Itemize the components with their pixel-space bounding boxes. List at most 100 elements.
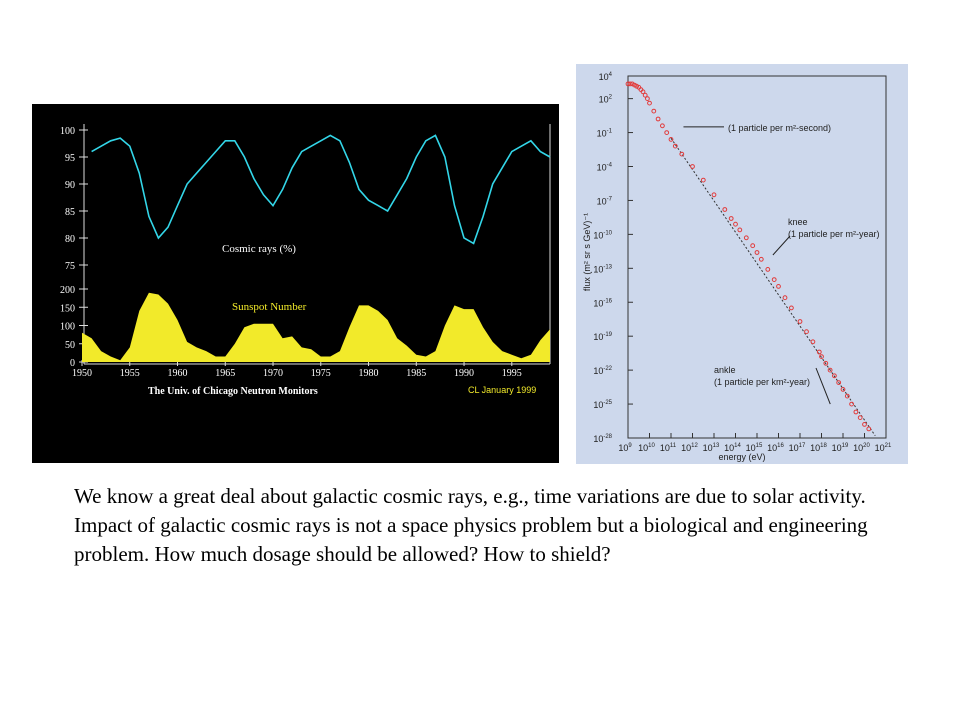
- cosmic-tick-label: 80: [65, 234, 75, 245]
- flux-data-point: [765, 267, 771, 272]
- flux-data-point: [849, 401, 855, 407]
- energy-tick-label: 1019: [832, 443, 849, 453]
- flux-data-point: [645, 96, 650, 101]
- flux-data-point: [660, 123, 665, 129]
- energy-tick-label: 1016: [767, 443, 784, 453]
- flux-data-point: [754, 250, 760, 255]
- flux-tick-label: 10-28: [593, 434, 612, 444]
- flux-data-point: [750, 243, 756, 249]
- cosmic-rays-label: Cosmic rays (%): [222, 243, 296, 255]
- flux-data-point: [789, 305, 794, 311]
- annotation-one-per-m2-second: (1 particle per m²-second): [728, 123, 831, 133]
- energy-tick-label: 1014: [724, 443, 741, 453]
- year-tick-label: 1975: [311, 368, 331, 379]
- flux-tick-label: 10-16: [593, 298, 612, 308]
- year-tick-label: 1965: [215, 368, 235, 379]
- flux-data-point: [866, 426, 872, 432]
- flux-data-point: [690, 164, 695, 169]
- sunspot-tick-label: 150: [60, 303, 75, 314]
- flux-data-point: [804, 329, 809, 335]
- x-axis-label: energy (eV): [718, 452, 765, 462]
- cosmic-ray-spectrum-chart: 109 1010 1011 1012 1013 1014 1015 1016 1017 1018 1…: [576, 64, 908, 464]
- flux-data-point: [832, 373, 837, 379]
- energy-tick-label: 1011: [660, 443, 677, 453]
- sunspot-number-label: Sunspot Number: [232, 301, 307, 313]
- flux-tick-label: 10-19: [593, 332, 612, 342]
- cosmic-tick-label: 75: [65, 261, 75, 272]
- year-tick-label: 1985: [406, 368, 426, 379]
- annotation-knee: knee: [788, 217, 808, 227]
- flux-data-point: [823, 360, 829, 366]
- flux-data-point: [816, 349, 822, 355]
- date-label: CL January 1999: [468, 385, 536, 395]
- flux-data-point: [642, 92, 648, 98]
- energy-tick-label: 1020: [853, 443, 870, 453]
- flux-data-point: [782, 295, 788, 301]
- sunspot-area: [82, 292, 550, 362]
- annotation-arrow: [772, 235, 791, 256]
- flux-tick-label: 10-10: [593, 230, 612, 240]
- flux-data-point: [679, 151, 685, 157]
- flux-data-point: [844, 393, 850, 399]
- flux-tick-label: 10-25: [593, 400, 612, 410]
- flux-data-point: [840, 387, 846, 392]
- sunspot-tick-label: 50: [65, 340, 75, 351]
- flux-data-point: [668, 137, 674, 142]
- year-tick-label: 1950: [72, 368, 92, 379]
- cosmic-tick-label: 95: [65, 153, 75, 164]
- y-axis-label: flux (m² sr s GeV)⁻¹: [582, 213, 592, 291]
- annotation-ankle: (1 particle per km²-year): [714, 377, 810, 387]
- flux-data-point: [771, 277, 777, 283]
- flux-data-point: [647, 100, 652, 106]
- flux-tick-label: 10-7: [597, 196, 613, 206]
- flux-data-point: [827, 367, 833, 373]
- flux-data-point: [640, 89, 646, 95]
- sunspot-tick-label: 0: [70, 358, 75, 369]
- flux-data-point: [853, 409, 859, 415]
- flux-tick-label: 10-13: [593, 264, 612, 274]
- flux-data-point: [655, 116, 661, 122]
- flux-tick-label: 10-1: [597, 129, 613, 139]
- flux-data-point: [711, 192, 717, 198]
- credit-label: The Univ. of Chicago Neutron Monitors: [148, 386, 318, 397]
- flux-data-point: [836, 380, 842, 386]
- energy-tick-label: 1013: [703, 443, 720, 453]
- flux-tick-label: 10-22: [593, 366, 612, 376]
- flux-tick-label: 102: [599, 95, 613, 105]
- year-tick-label: 1960: [168, 368, 188, 379]
- flux-tick-label: 104: [599, 72, 613, 82]
- energy-tick-label: 1012: [681, 443, 698, 453]
- energy-tick-label: 1010: [638, 443, 655, 453]
- cosmic-ray-spectrum-svg: 109 1010 1011 1012 1013 1014 1015 1016 1017 1018 1…: [582, 72, 892, 462]
- flux-data-point: [728, 216, 734, 221]
- flux-tick-label: 10-4: [597, 163, 613, 173]
- flux-data-point: [810, 339, 816, 345]
- flux-data-point: [664, 130, 670, 135]
- cosmic-tick-label: 85: [65, 207, 75, 218]
- energy-tick-label: 1021: [875, 443, 892, 453]
- sunspot-tick-label: 200: [60, 285, 75, 296]
- flux-data-point: [758, 256, 764, 262]
- energy-tick-label: 1017: [789, 443, 806, 453]
- year-tick-label: 1980: [359, 368, 379, 379]
- caption-text: We know a great deal about galactic cosm…: [74, 484, 868, 566]
- flux-data-point: [700, 177, 706, 183]
- annotation-arrow: [815, 367, 831, 405]
- flux-data-point: [627, 81, 633, 87]
- flux-data-point: [819, 354, 824, 360]
- flux-data-point: [776, 284, 781, 289]
- cosmic-ray-line: [91, 134, 551, 245]
- flux-data-point: [857, 415, 863, 421]
- year-tick-label: 1995: [502, 368, 522, 379]
- energy-tick-label: 1018: [810, 443, 827, 453]
- year-tick-label: 1955: [120, 368, 140, 379]
- flux-data-point: [862, 422, 867, 427]
- flux-data-point: [651, 108, 657, 114]
- year-tick-label: 1990: [454, 368, 474, 379]
- annotation-knee: (1 particle per m²-year): [788, 229, 880, 239]
- energy-tick-label: 1015: [746, 443, 763, 453]
- sunspot-tick-label: 100: [60, 322, 75, 333]
- flux-data-point: [733, 221, 738, 227]
- reference-power-law-line: [670, 137, 876, 437]
- flux-data-point: [797, 319, 803, 324]
